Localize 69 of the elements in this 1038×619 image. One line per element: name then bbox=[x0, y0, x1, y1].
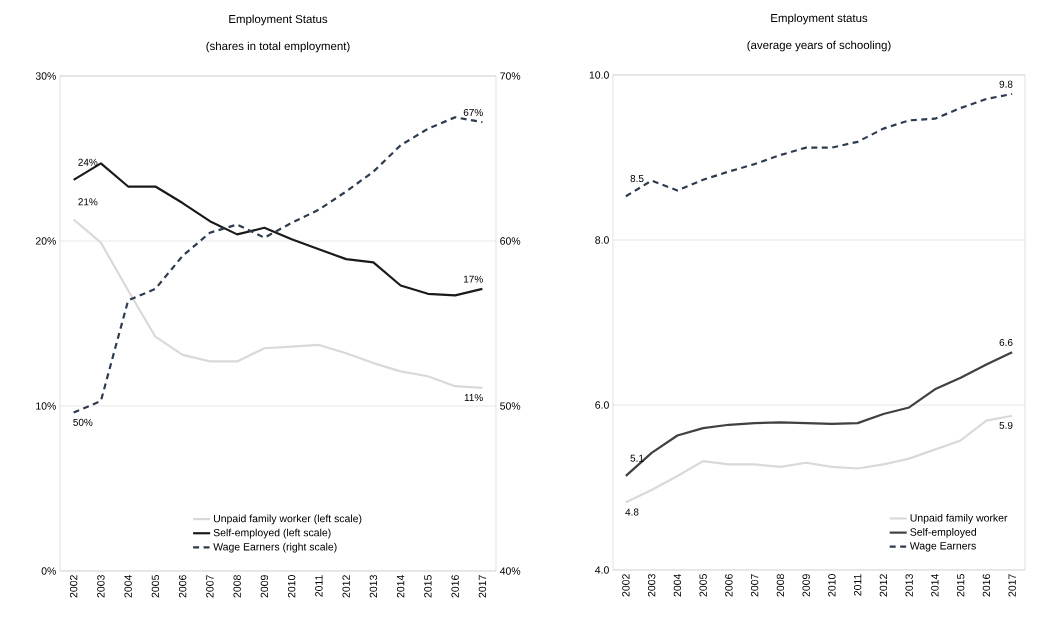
x-tick-label: 2013 bbox=[369, 575, 378, 598]
y2-tick-label: 50% bbox=[500, 402, 521, 410]
x-tick-label: 2014 bbox=[931, 573, 939, 597]
data-label: 9.8 bbox=[999, 80, 1013, 88]
line-series bbox=[72, 116, 484, 414]
y-tick-label: 20% bbox=[35, 237, 56, 245]
x-tick-label: 2007 bbox=[750, 574, 759, 597]
y2-tick-label: 70% bbox=[500, 72, 521, 80]
data-label: 21% bbox=[78, 198, 98, 206]
data-label: 8.5 bbox=[630, 175, 644, 183]
data-label: 5.9 bbox=[999, 421, 1013, 429]
legend-label: Unpaid family worker bbox=[910, 513, 1008, 524]
x-tick-label: 2015 bbox=[956, 574, 965, 597]
x-tick-label: 2011 bbox=[853, 574, 862, 596]
legend-label: Unpaid family worker (left scale) bbox=[214, 514, 362, 525]
x-tick-label: 2014 bbox=[396, 574, 405, 598]
chart-subtitle: (shares in total employment) bbox=[206, 41, 350, 53]
x-tick-label: 2010 bbox=[828, 574, 836, 597]
data-label: 6.6 bbox=[999, 338, 1013, 346]
y-tick-label: 30% bbox=[35, 72, 56, 80]
line-series bbox=[72, 218, 484, 389]
y-tick-label: 4.0 bbox=[595, 566, 609, 574]
x-tick-label: 2008 bbox=[233, 575, 241, 598]
x-tick-label: 2003 bbox=[647, 574, 656, 597]
x-tick-label: 2007 bbox=[206, 575, 214, 598]
data-label: 67% bbox=[463, 108, 483, 116]
data-label: 4.8 bbox=[625, 508, 639, 516]
legend-label: Wage Earners bbox=[909, 542, 976, 552]
x-tick-label: 2003 bbox=[97, 575, 105, 598]
y2-tick-label: 40% bbox=[499, 567, 521, 575]
x-tick-label: 2006 bbox=[725, 574, 733, 597]
data-label: 50% bbox=[73, 418, 93, 426]
x-tick-label: 2009 bbox=[260, 575, 269, 598]
x-tick-label: 2012 bbox=[342, 575, 350, 598]
x-tick-label: 2011 bbox=[315, 575, 323, 597]
y-tick-label: 0% bbox=[41, 567, 56, 575]
x-tick-label: 2017 bbox=[1008, 574, 1016, 597]
data-label: 24% bbox=[78, 158, 98, 166]
chart-title: Employment Status bbox=[229, 14, 328, 26]
chart-title: Employment status bbox=[771, 13, 868, 25]
y-tick-label: 10% bbox=[36, 402, 56, 410]
x-tick-label: 2010 bbox=[287, 575, 296, 598]
y2-tick-label: 60% bbox=[500, 237, 521, 245]
x-tick-label: 2005 bbox=[151, 575, 160, 598]
x-tick-label: 2012 bbox=[879, 574, 888, 597]
x-tick-label: 2002 bbox=[69, 575, 78, 598]
legend-label: Self-employed bbox=[910, 528, 976, 538]
line-series bbox=[624, 92, 1014, 198]
x-tick-label: 2006 bbox=[178, 575, 187, 598]
data-label: 17% bbox=[464, 275, 483, 283]
x-tick-label: 2009 bbox=[802, 574, 810, 597]
legend-label: Self-employed (left scale) bbox=[213, 528, 331, 539]
x-tick-label: 2004 bbox=[673, 573, 682, 597]
x-tick-label: 2013 bbox=[905, 574, 913, 597]
x-tick-label: 2005 bbox=[699, 574, 707, 597]
x-tick-label: 2015 bbox=[424, 575, 432, 598]
y-tick-label: 8.0 bbox=[595, 236, 609, 244]
y-tick-label: 6.0 bbox=[595, 401, 609, 409]
legend-label: Wage Earners (right scale) bbox=[213, 542, 337, 553]
x-tick-label: 2017 bbox=[478, 575, 487, 598]
x-tick-label: 2008 bbox=[776, 574, 785, 597]
x-tick-label: 2016 bbox=[451, 575, 459, 598]
chart-subtitle: (average years of schooling) bbox=[747, 40, 891, 52]
x-tick-label: 2016 bbox=[982, 574, 991, 597]
data-label: 11% bbox=[464, 394, 483, 402]
x-tick-label: 2004 bbox=[124, 574, 132, 598]
x-tick-label: 2002 bbox=[622, 574, 630, 597]
y-tick-label: 10.0 bbox=[589, 71, 609, 79]
data-label: 5.1 bbox=[630, 454, 644, 462]
